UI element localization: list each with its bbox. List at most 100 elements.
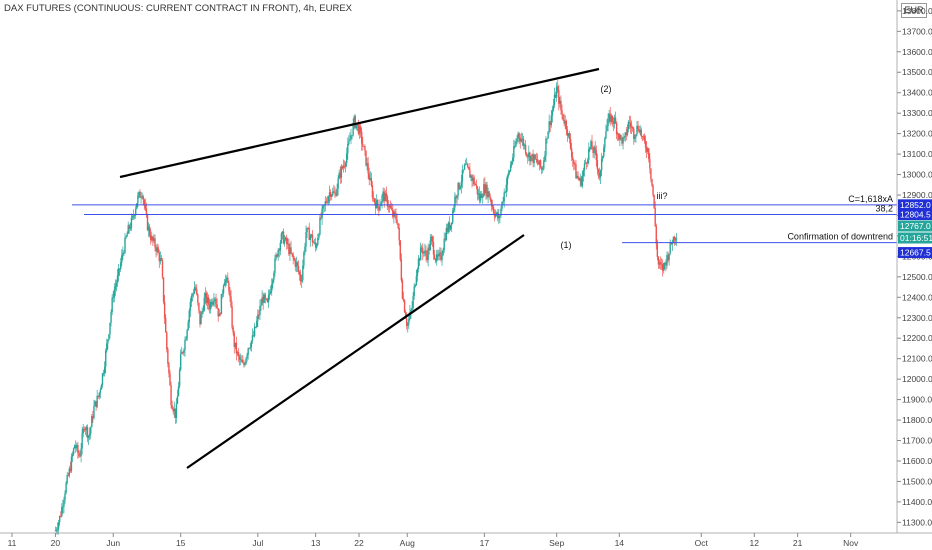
candle-body [600, 158, 603, 171]
candle-body [206, 297, 209, 304]
candle-body [311, 234, 314, 243]
level-tag-382-bg [898, 209, 932, 221]
candle-body [213, 300, 215, 302]
y-tick-label: 12100.0 [902, 354, 932, 364]
candle-body [275, 254, 277, 259]
candle-body [368, 173, 370, 180]
candle-body [353, 116, 355, 123]
candle-body [276, 254, 278, 257]
candle-body [488, 191, 490, 198]
candle-body [467, 163, 469, 168]
candle-body [423, 252, 425, 254]
candle-body [398, 227, 400, 241]
candle-body [56, 528, 59, 531]
last-price-tag-text: 12767.0 [900, 221, 931, 231]
candle-body [157, 247, 159, 253]
candle-body [415, 276, 418, 286]
candle-body [553, 94, 556, 105]
candle-body [262, 297, 264, 303]
candle-body [432, 241, 435, 255]
candle-body [643, 136, 646, 142]
candle-body [308, 228, 310, 241]
candle-body [443, 238, 445, 250]
candle-body [591, 141, 593, 150]
x-tick-label: Oct [695, 538, 709, 548]
candle-body [121, 254, 123, 263]
candle-body [668, 253, 670, 261]
candle-body [575, 164, 577, 179]
candle-body [224, 279, 227, 283]
candle-body [585, 162, 588, 164]
candle-body [649, 159, 651, 169]
candle-body [124, 237, 126, 253]
candle-body [464, 164, 467, 166]
candle-body [102, 373, 105, 375]
candle-body [456, 195, 458, 199]
candle-body [514, 146, 516, 148]
candle-body [470, 175, 472, 178]
y-tick-label: 12300.0 [902, 313, 932, 323]
candle-body [592, 149, 594, 154]
candle-body [160, 258, 163, 261]
candle-body [427, 247, 429, 261]
time-axis[interactable]: 11 20 Jun 15 Jul 13 22 Aug 17 Sep 14 Oct 12 21 Nov [0, 532, 932, 548]
candle-body [256, 320, 258, 328]
candle-body [190, 295, 193, 302]
candle-body [572, 156, 574, 160]
candle-body [534, 154, 536, 159]
candle-body [198, 302, 200, 311]
candle-body [71, 454, 74, 457]
candle-body [416, 268, 419, 277]
candle-body [177, 386, 180, 397]
candle-body [576, 175, 578, 179]
candle-body [430, 236, 433, 241]
candle-body [263, 294, 265, 303]
y-tick-label: 13100.0 [902, 149, 932, 159]
candle-body [596, 160, 599, 170]
candle-body [290, 247, 292, 254]
candle-body [484, 184, 486, 194]
candle-body [494, 214, 497, 217]
candle-body [115, 283, 118, 287]
candle-body [397, 223, 399, 228]
candle-body [599, 170, 602, 178]
wave-annotation: iii? [656, 191, 667, 201]
candle-body [629, 122, 632, 128]
candle-body [595, 149, 597, 161]
candle-body [396, 219, 398, 224]
candle-body [188, 310, 190, 323]
candle-body [147, 226, 150, 231]
trend-line[interactable] [119, 67, 600, 179]
candle-body [388, 205, 391, 208]
level-tag-382: 12804.5 [898, 209, 932, 221]
level-tag-confirm-bg [898, 247, 932, 259]
candle-body [176, 396, 179, 405]
trend-line[interactable] [186, 234, 525, 469]
candle-body [366, 163, 368, 166]
price-axis[interactable]: 13800.0 13700.0 13600.0 13500.0 13400.0 13300… [896, 0, 932, 533]
candle-body [459, 186, 461, 189]
candle-body [250, 340, 253, 348]
candle-body [392, 209, 394, 217]
candle-body [371, 185, 374, 198]
candle-body [584, 162, 587, 164]
candle-body [540, 167, 543, 170]
currency-button[interactable]: EUR [901, 3, 927, 18]
candle-body [400, 259, 403, 281]
candle-body [128, 225, 130, 229]
candle-body [68, 468, 71, 476]
candle-body [444, 238, 446, 240]
candle-body [364, 146, 366, 151]
candle-body [302, 265, 304, 280]
candle-body [151, 236, 153, 241]
candle-body [475, 184, 478, 187]
candle-body [590, 141, 592, 147]
candle-body [458, 182, 460, 189]
candle-body [352, 122, 354, 136]
candle-body [401, 280, 404, 299]
candle-body [271, 284, 273, 291]
candle-body [568, 133, 571, 139]
candle-body [337, 178, 339, 189]
candle-body [130, 217, 133, 229]
